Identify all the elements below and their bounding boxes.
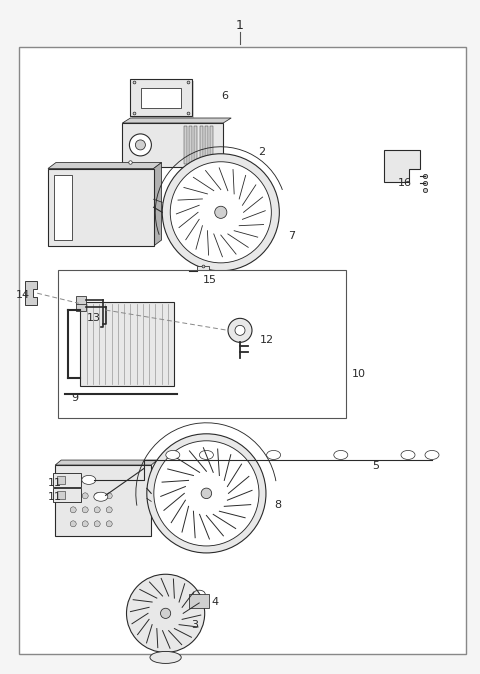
Polygon shape xyxy=(25,281,37,305)
Bar xyxy=(54,175,72,240)
Ellipse shape xyxy=(425,450,439,460)
Circle shape xyxy=(70,521,76,527)
Polygon shape xyxy=(48,162,162,168)
Circle shape xyxy=(106,493,112,499)
Text: 16: 16 xyxy=(397,179,412,188)
Text: 12: 12 xyxy=(260,336,275,345)
Circle shape xyxy=(70,507,76,513)
Circle shape xyxy=(94,507,100,513)
Bar xyxy=(130,79,192,116)
Circle shape xyxy=(94,493,100,499)
Circle shape xyxy=(170,162,271,263)
Bar xyxy=(200,126,203,164)
Circle shape xyxy=(201,488,212,499)
Bar xyxy=(55,465,151,536)
Ellipse shape xyxy=(82,475,96,485)
Text: 14: 14 xyxy=(16,290,30,299)
Polygon shape xyxy=(384,150,420,182)
Text: 11: 11 xyxy=(48,478,62,487)
Polygon shape xyxy=(154,162,162,246)
Polygon shape xyxy=(55,460,157,465)
Bar xyxy=(58,270,346,418)
Bar xyxy=(141,88,181,108)
Circle shape xyxy=(106,507,112,513)
Bar xyxy=(210,126,213,164)
Bar xyxy=(57,476,65,484)
Bar xyxy=(184,126,187,164)
Ellipse shape xyxy=(401,450,415,460)
Circle shape xyxy=(82,507,88,513)
Text: 10: 10 xyxy=(352,369,366,379)
Circle shape xyxy=(147,434,266,553)
Circle shape xyxy=(235,326,245,336)
Bar xyxy=(76,296,85,304)
Bar xyxy=(53,473,81,487)
Circle shape xyxy=(162,154,279,271)
Circle shape xyxy=(228,318,252,342)
Circle shape xyxy=(82,521,88,527)
Bar xyxy=(122,123,223,166)
Ellipse shape xyxy=(266,450,281,460)
Text: 13: 13 xyxy=(86,313,101,323)
Bar xyxy=(48,168,154,246)
Bar xyxy=(57,491,65,499)
Bar xyxy=(189,126,192,164)
Text: 4: 4 xyxy=(211,597,218,607)
Bar xyxy=(194,126,197,164)
Circle shape xyxy=(215,206,227,218)
Text: 11: 11 xyxy=(48,493,62,502)
Circle shape xyxy=(94,521,100,527)
Circle shape xyxy=(70,493,76,499)
Circle shape xyxy=(106,521,112,527)
Ellipse shape xyxy=(94,492,108,501)
Ellipse shape xyxy=(199,450,214,460)
Bar xyxy=(197,266,209,276)
Text: 6: 6 xyxy=(221,91,228,100)
Text: 15: 15 xyxy=(203,275,217,284)
Text: 5: 5 xyxy=(372,462,379,471)
Bar xyxy=(205,126,208,164)
Text: 8: 8 xyxy=(274,501,281,510)
Text: 2: 2 xyxy=(258,147,265,156)
Text: 3: 3 xyxy=(191,621,198,630)
Ellipse shape xyxy=(150,652,181,663)
Circle shape xyxy=(135,140,145,150)
Circle shape xyxy=(82,493,88,499)
Bar xyxy=(76,303,85,311)
Bar xyxy=(189,594,209,608)
Circle shape xyxy=(127,574,204,652)
Bar xyxy=(53,489,81,502)
Bar xyxy=(81,302,174,386)
Circle shape xyxy=(154,441,259,546)
Ellipse shape xyxy=(334,450,348,460)
Polygon shape xyxy=(122,118,231,123)
Circle shape xyxy=(130,134,151,156)
Text: 1: 1 xyxy=(236,19,244,32)
Bar xyxy=(132,81,194,118)
Circle shape xyxy=(160,608,171,619)
Text: 7: 7 xyxy=(288,231,295,241)
Ellipse shape xyxy=(166,450,180,460)
Text: 9: 9 xyxy=(71,393,78,402)
